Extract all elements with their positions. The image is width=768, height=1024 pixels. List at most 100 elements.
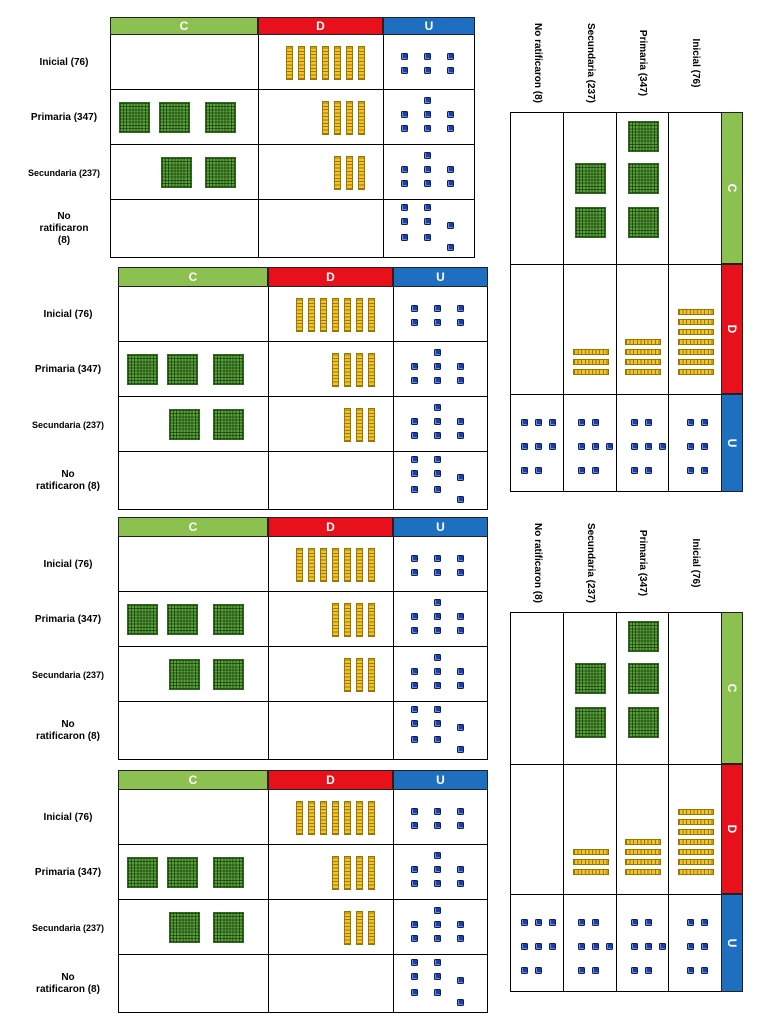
ones-unit-block	[447, 110, 454, 118]
ones-unit-block	[411, 706, 418, 713]
table-row: Inicial (76)	[18, 537, 488, 592]
table-row: Primaria (347)	[18, 845, 488, 900]
hundreds-cell	[110, 145, 258, 200]
tens-rod-block	[677, 349, 714, 355]
ones-unit-block	[424, 66, 431, 74]
tens-rod-block	[344, 800, 351, 835]
ones-unit-block	[549, 419, 556, 426]
tens-rod-block	[677, 819, 714, 825]
ones-unit-block	[578, 443, 585, 450]
tens-rod-block	[334, 45, 341, 80]
ones-unit-block	[457, 977, 464, 984]
header-spacer	[18, 770, 118, 790]
ones-unit-block	[424, 110, 431, 118]
ones-unit-block	[411, 989, 418, 996]
tens-rod-block	[344, 855, 351, 890]
row-label: No ratificaron (8)	[36, 972, 100, 995]
ones-unit-block	[521, 967, 528, 974]
ones-unit-block	[592, 919, 599, 926]
rotated-cell	[510, 764, 563, 894]
rotated-cell	[563, 394, 616, 492]
tens-rod-block	[625, 859, 661, 865]
header-spacer	[18, 517, 118, 537]
header-spacer	[18, 17, 110, 35]
table-row: Inicial (76)	[18, 35, 475, 90]
ones-unit-block	[645, 967, 652, 974]
ones-unit-block	[411, 879, 418, 887]
ones-unit-block	[645, 943, 652, 950]
ones-unit-block	[424, 151, 431, 159]
tens-rod-block	[625, 869, 661, 875]
header-c: C	[721, 612, 743, 764]
rotated-cell	[510, 264, 563, 394]
ones-unit-block	[457, 318, 464, 326]
hundreds-flat-block	[127, 604, 158, 635]
ones-cell	[393, 790, 488, 845]
tens-rod-block	[368, 547, 375, 582]
tens-rod-block	[572, 859, 609, 865]
tens-cell	[258, 200, 383, 258]
tens-rod-block	[334, 100, 341, 135]
tens-rod-block	[677, 829, 714, 835]
rotated-cell	[668, 894, 721, 992]
ones-unit-block	[701, 419, 708, 426]
ones-unit-block	[687, 467, 694, 474]
ones-unit-block	[701, 967, 708, 974]
ones-cell	[393, 702, 488, 760]
tens-cell	[268, 342, 393, 397]
hundreds-cell	[118, 452, 268, 510]
rotated-cell	[563, 894, 616, 992]
tens-rod-block	[368, 910, 375, 945]
hundreds-cell	[110, 90, 258, 145]
column-label-text: Primaria (347)	[637, 29, 648, 97]
ones-unit-block	[447, 52, 454, 60]
tens-rod-block	[677, 359, 714, 365]
tens-rod-block	[356, 910, 363, 945]
row-label: Secundaria (237)	[31, 669, 105, 680]
ones-unit-block	[701, 919, 708, 926]
ones-unit-block	[434, 431, 441, 439]
ones-unit-block	[457, 362, 464, 370]
header-d: D	[268, 517, 393, 537]
ones-unit-block	[549, 443, 556, 450]
tens-rod-block	[368, 855, 375, 890]
hundreds-cell	[118, 955, 268, 1013]
place-value-table-2: C D U Inicial (76) Primaria (347) Secundaria …	[18, 267, 488, 510]
header-label: D	[725, 824, 739, 834]
tens-rod-block	[356, 407, 363, 442]
tens-cell	[268, 900, 393, 955]
hundreds-flat-block	[213, 857, 244, 888]
ones-unit-block	[578, 467, 585, 474]
ones-unit-block	[434, 667, 441, 675]
ones-unit-block	[457, 667, 464, 675]
hundreds-cell	[118, 845, 268, 900]
tens-rod-block	[332, 800, 339, 835]
ones-unit-block	[592, 967, 599, 974]
ones-unit-block	[457, 554, 464, 562]
column-label-text: No ratificaron (8)	[531, 523, 543, 604]
tens-rod-block	[625, 359, 661, 365]
ones-unit-block	[606, 943, 613, 950]
row-label: Primaria (347)	[34, 866, 102, 878]
ones-unit-block	[578, 919, 585, 926]
rotated-cell	[668, 264, 721, 394]
ones-unit-block	[606, 443, 613, 450]
tens-rod-block	[677, 869, 714, 875]
ones-unit-block	[645, 443, 652, 450]
ones-unit-block	[434, 821, 441, 829]
ones-unit-block	[401, 165, 408, 173]
tens-rod-block	[344, 602, 351, 637]
rotated-row-d: D	[510, 764, 743, 894]
ones-unit-block	[521, 419, 528, 426]
ones-unit-block	[434, 376, 441, 384]
column-labels: No ratificaron (8) Secundaria (237) Primar…	[510, 14, 743, 112]
header-d: D	[268, 770, 393, 790]
tens-rod-block	[346, 155, 353, 190]
header-u: U	[721, 394, 743, 492]
tens-rod-block	[344, 352, 351, 387]
tens-rod-block	[332, 547, 339, 582]
hundreds-flat-block	[167, 857, 198, 888]
place-value-table-3: C D U Inicial (76) Primaria (347) Secundaria …	[18, 517, 488, 760]
ones-unit-block	[457, 474, 464, 481]
